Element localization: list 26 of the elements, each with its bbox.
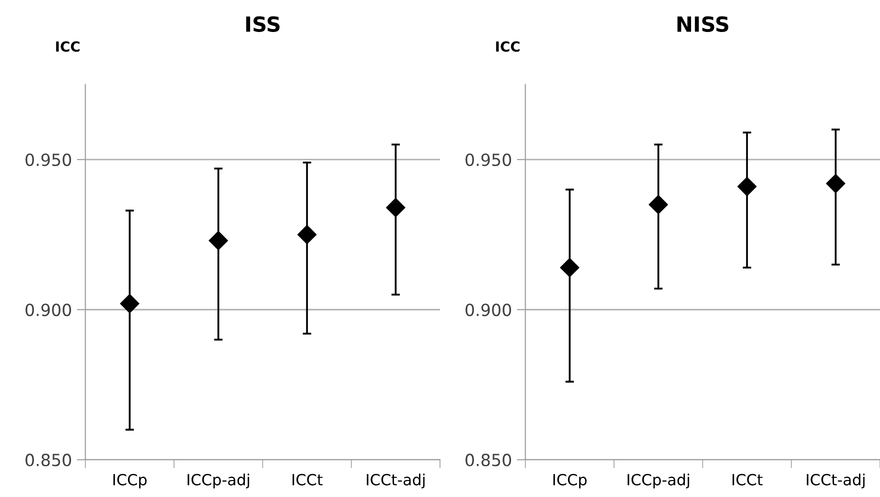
x-tick-label: ICCt-adj (366, 474, 425, 488)
chart-title: ISS (246, 16, 280, 32)
x-tick-label: ICCp-adj (628, 474, 690, 488)
point (120, 294, 140, 314)
x-tick-label: ICCt (292, 474, 323, 486)
x-tick-label: ICCp (113, 474, 147, 488)
point (648, 195, 668, 214)
y-tick-label: 0.950 (26, 154, 72, 166)
point (208, 231, 228, 250)
y-tick-label: 0.950 (466, 154, 512, 166)
point (560, 258, 580, 278)
y-axis-title: ICC (496, 41, 520, 52)
point (737, 177, 757, 196)
y-tick-label: 0.850 (466, 454, 512, 466)
y-axis-title: ICC (56, 41, 80, 52)
chart-title: NISS (677, 16, 728, 32)
y-tick-label: 0.900 (26, 304, 72, 316)
point (297, 225, 317, 244)
x-tick-label: ICCp (553, 474, 587, 488)
point (826, 174, 846, 194)
x-tick-label: ICCt-adj (806, 474, 865, 488)
y-tick-label: 0.900 (466, 304, 512, 316)
x-tick-label: ICCt (732, 474, 763, 486)
point (386, 198, 406, 218)
x-tick-label: ICCp-adj (188, 474, 250, 488)
y-tick-label: 0.850 (26, 454, 72, 466)
